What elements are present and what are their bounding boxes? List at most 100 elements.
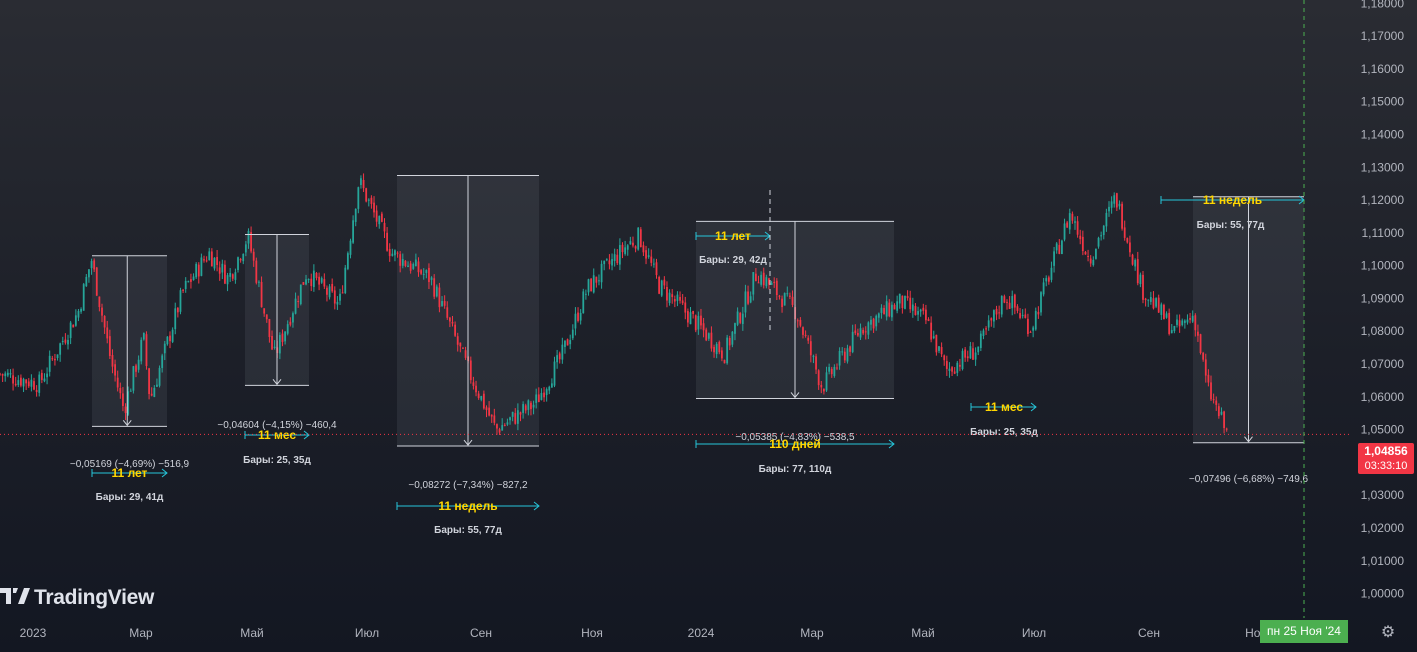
candle-body — [577, 312, 579, 321]
candle-body — [715, 343, 718, 355]
candle-body — [33, 381, 35, 390]
candle-body — [781, 298, 783, 308]
candle-body — [624, 247, 627, 254]
candle-body — [783, 293, 786, 306]
candle-body — [833, 366, 836, 376]
candle-body — [553, 361, 556, 386]
candle-body — [477, 393, 480, 398]
measure-4-bars-text: Бары: 77, 110д — [759, 464, 832, 475]
candle-body — [645, 250, 647, 259]
candle-body — [375, 210, 378, 222]
candle-body — [556, 355, 559, 363]
candle-body — [754, 273, 757, 281]
candle-body — [145, 334, 148, 366]
candle-body — [192, 276, 195, 281]
candle-body — [1157, 297, 1160, 313]
candle-body — [611, 259, 613, 266]
candle-body — [1155, 298, 1157, 307]
gear-icon[interactable]: ⚙ — [1380, 624, 1396, 641]
candle-body — [456, 336, 459, 345]
candle-body — [870, 319, 872, 325]
candle-body — [891, 304, 893, 318]
y-tick-label: 1,17000 — [1361, 29, 1405, 43]
candle-body — [731, 331, 734, 345]
candle-body — [558, 353, 561, 360]
x-tick-label: Сен — [470, 626, 492, 640]
candle-body — [169, 335, 171, 342]
candle-body — [252, 251, 255, 261]
candle-body — [61, 341, 64, 343]
candle-body — [69, 322, 72, 339]
candle-body — [182, 289, 184, 291]
candle-body — [1029, 331, 1032, 333]
measure-4-change-label: −0,05385 (−4,83%) −538,5 — [735, 432, 855, 443]
candle-body — [74, 315, 77, 326]
candle-body — [909, 297, 912, 310]
candle-body — [365, 188, 368, 202]
candle-body — [407, 265, 409, 268]
candle-body — [901, 295, 904, 309]
measure-1-change-label: −0,05169 (−4,69%) −516,9 — [70, 459, 190, 470]
candle-body — [349, 240, 352, 255]
candle-body — [229, 272, 232, 277]
candle-body — [328, 286, 331, 298]
crosshair-date-label: пн 25 Ноя '24 — [1260, 620, 1348, 643]
candle-body — [1076, 221, 1079, 235]
candle-body — [519, 412, 522, 415]
candle-body — [676, 294, 679, 301]
candle-body — [4, 373, 7, 377]
candle-body — [150, 393, 153, 396]
candle-body — [969, 346, 972, 359]
candle-body — [859, 328, 862, 338]
candle-body — [111, 355, 114, 367]
candle-body — [590, 278, 593, 292]
candle-body — [496, 424, 498, 429]
candle-body — [914, 306, 917, 316]
candle-body — [1165, 313, 1168, 318]
candle-body — [43, 378, 46, 382]
candle-body — [394, 250, 396, 256]
candle-body — [1016, 306, 1019, 311]
candle-body — [116, 377, 119, 388]
candle-body — [584, 293, 587, 295]
candle-body — [17, 380, 20, 386]
candle-body — [1118, 203, 1121, 207]
candle-body — [1068, 213, 1071, 230]
candle-body — [566, 339, 569, 346]
measure-3-duration-arrow — [533, 501, 540, 511]
candle-body — [1074, 221, 1076, 223]
candle-body — [163, 343, 166, 354]
candle-body — [158, 367, 161, 386]
candle-body — [1207, 374, 1210, 383]
candle-body — [1160, 304, 1163, 315]
candle-body — [72, 324, 75, 328]
candle-body — [1181, 320, 1184, 326]
candle-body — [354, 208, 357, 222]
candle-body — [493, 415, 496, 423]
candle-body — [951, 367, 953, 372]
measure-2-change-label: −0,04604 (−4,15%) −460,4 — [217, 420, 337, 431]
candle-body — [603, 260, 606, 265]
candle-body — [652, 263, 655, 265]
candle-body — [271, 336, 273, 350]
candle-body — [210, 251, 213, 267]
candle-body — [1183, 320, 1186, 323]
candle-body — [966, 356, 969, 359]
candle-body — [278, 335, 281, 354]
candle-body — [396, 252, 399, 254]
candle-body — [935, 334, 938, 353]
candle-body — [475, 385, 477, 393]
candle-body — [1147, 299, 1150, 301]
candle-body — [326, 287, 328, 295]
candle-body — [93, 260, 96, 270]
candle-body — [90, 261, 93, 269]
y-tick-label: 1,02000 — [1361, 521, 1405, 535]
extra-duration-arrow-2 — [1030, 402, 1037, 412]
candle-body — [64, 339, 67, 343]
candle-body — [757, 282, 760, 284]
candle-body — [744, 291, 747, 313]
candle-body — [893, 304, 896, 310]
candle-body — [1102, 225, 1105, 236]
